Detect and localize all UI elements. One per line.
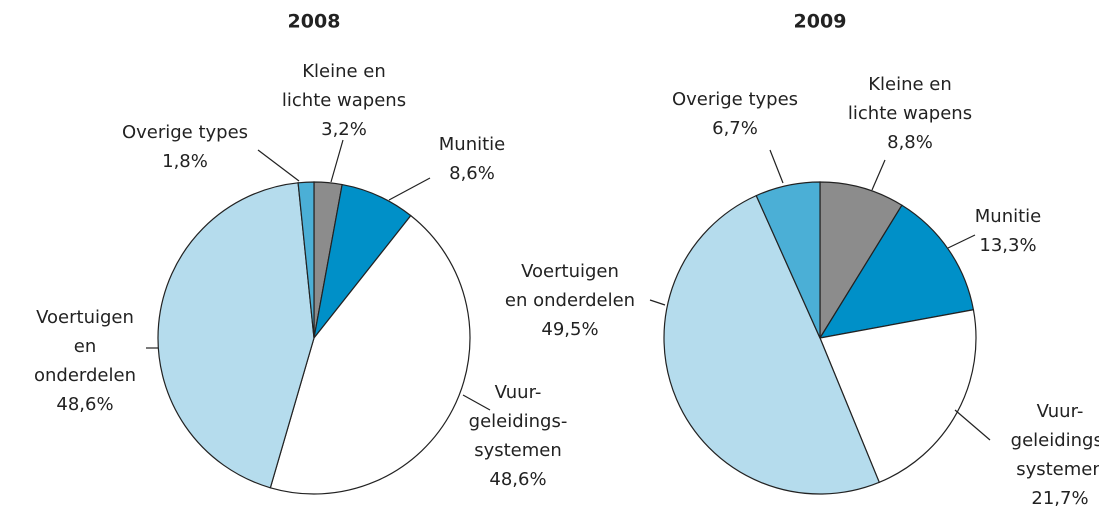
slice-label: Voertuigen en onderdelen (505, 261, 635, 311)
value-label: 3,2% (321, 119, 367, 140)
slice-label: Munitie (439, 134, 505, 155)
pie-slice (663, 194, 881, 495)
slice-label: Vuur-geleidings-systemen (469, 382, 568, 461)
value-label: 49,5% (541, 319, 598, 340)
pie-slice (819, 309, 977, 484)
value-label: 21,7% (1031, 488, 1088, 506)
value-label: 8,6% (449, 163, 495, 184)
pie-slice (755, 181, 821, 339)
slice-label: Overige types (122, 122, 248, 143)
leader-line (947, 234, 976, 249)
slice-label: Munitie (975, 206, 1041, 227)
leader-line (257, 149, 300, 182)
leader-line (769, 149, 784, 184)
leader-line (649, 299, 666, 306)
slice-label: Kleine en lichte wapens (282, 61, 406, 111)
chart-title: 2009 (794, 11, 847, 33)
pie-slice (818, 204, 975, 339)
slice-label: Kleine en lichte wapens (848, 74, 972, 124)
pie-slice (157, 182, 315, 489)
value-label: 48,6% (56, 394, 113, 415)
leader-line (871, 159, 886, 191)
slice-label: Voertuigen en onderdelen (34, 307, 136, 386)
leader-line (330, 139, 344, 183)
value-label: 13,3% (979, 235, 1036, 256)
value-label: 8,8% (887, 132, 933, 153)
pie-slice (819, 181, 903, 341)
value-label: 48,6% (489, 469, 546, 490)
slice-label: Vuur-geleidings-systemen (1011, 401, 1099, 480)
slice-label: Overige types (672, 89, 798, 110)
pie-slice (269, 214, 471, 495)
value-label: 6,7% (712, 118, 758, 139)
pie-slice (297, 181, 315, 339)
leader-line (388, 177, 431, 201)
leader-line (462, 394, 491, 411)
leader-line (954, 409, 991, 441)
chart-title: 2008 (288, 11, 341, 33)
value-label: 1,8% (162, 151, 208, 172)
